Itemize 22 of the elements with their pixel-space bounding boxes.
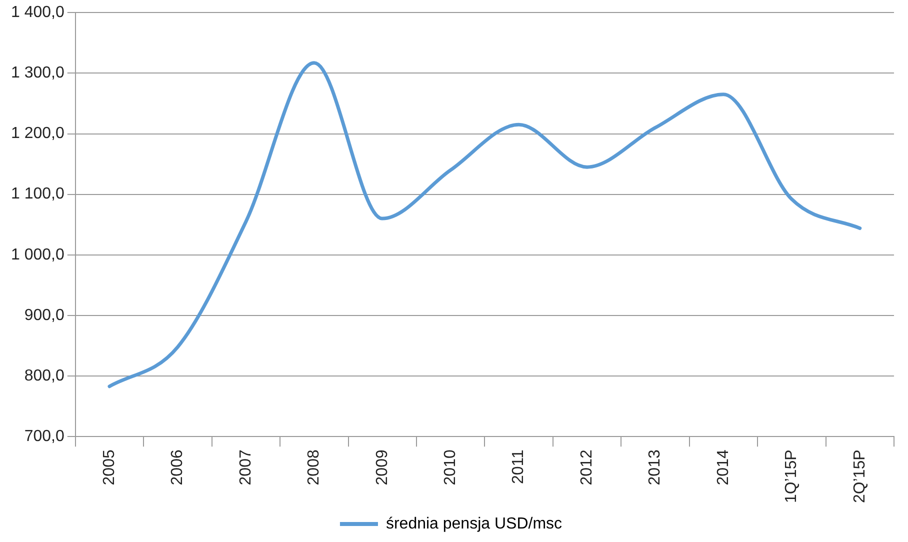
y-tick-label: 1 200,0	[10, 125, 64, 142]
x-tick-label: 2008	[306, 450, 323, 486]
y-tick-label: 1 300,0	[10, 64, 64, 82]
y-tick-label: 700,0	[24, 428, 64, 446]
x-tick-label: 1Q’15P	[783, 450, 800, 504]
x-tick-label: 2009	[374, 450, 391, 486]
y-tick-label: 1 100,0	[10, 186, 64, 203]
legend-label: średnia pensja USD/msc	[386, 515, 562, 532]
y-tick-label: 1 400,0	[10, 4, 64, 22]
y-tick-label: 900,0	[24, 306, 64, 324]
x-tick-label: 2012	[578, 450, 596, 486]
x-tick-label: 2007	[237, 450, 254, 486]
y-tick-label: 1 000,0	[10, 246, 64, 264]
x-tick-label: 2Q’15P	[851, 450, 868, 504]
x-tick-label: 2011	[510, 450, 528, 484]
x-tick-label: 2014	[714, 450, 732, 486]
x-tick-label: 2013	[646, 450, 664, 486]
x-tick-label: 2006	[169, 450, 186, 486]
x-tick-label: 2005	[100, 450, 118, 486]
y-tick-label: 800,0	[24, 367, 64, 384]
x-tick-label: 2010	[442, 450, 459, 486]
line-series	[108, 61, 862, 388]
